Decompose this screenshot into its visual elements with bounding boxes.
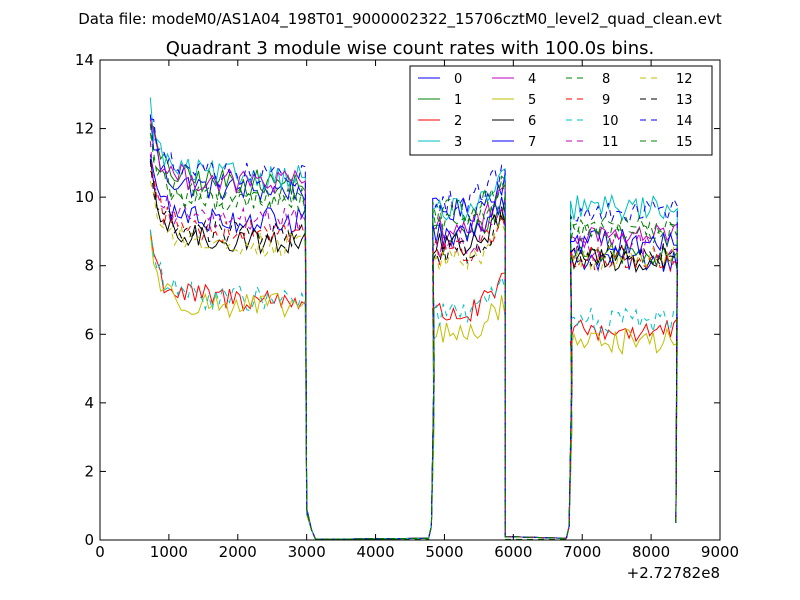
legend-label: 12 (676, 72, 693, 87)
legend-box (409, 65, 713, 156)
legend-label: 5 (528, 93, 536, 108)
series-line-11 (149, 141, 678, 540)
x-tick-label: 2000 (219, 543, 257, 561)
x-tick-label: 9000 (701, 543, 739, 561)
x-offset-label: +2.72782e8 (627, 564, 720, 582)
x-tick-label: 6000 (494, 543, 532, 561)
series-line-14 (150, 118, 678, 540)
x-tick-label: 3000 (288, 543, 326, 561)
plot-lines (149, 97, 678, 540)
series-line-6 (149, 158, 678, 540)
axis-ticks: 0 1000 2000 3000 4000 5000 6000 7000 8000 9000 0 2 4… (75, 51, 739, 561)
series-line-12 (149, 180, 678, 540)
y-tick-label: 10 (75, 188, 94, 206)
legend-label: 7 (528, 135, 536, 150)
y-tick-label: 6 (84, 325, 94, 343)
legend-label: 10 (602, 114, 619, 129)
series-line-3 (149, 97, 678, 540)
legend-label: 14 (676, 114, 693, 129)
series-line-13 (149, 161, 678, 540)
y-tick-label: 12 (75, 120, 94, 138)
legend-label: 0 (454, 72, 462, 87)
legend-label: 15 (676, 135, 693, 150)
series-line-7 (149, 154, 678, 540)
x-tick-label: 7000 (563, 543, 601, 561)
y-tick-label: 14 (75, 51, 94, 69)
series-line-8 (149, 123, 678, 540)
chart-suptitle: Data file: modeM0/AS1A04_198T01_90000023… (78, 10, 722, 29)
plot-frame (99, 59, 721, 541)
series-line-2 (149, 230, 678, 540)
legend-label: 8 (602, 72, 610, 87)
x-tick-label: 0 (95, 543, 105, 561)
legend-label: 2 (454, 114, 462, 129)
y-tick-label: 0 (84, 531, 94, 549)
x-tick-label: 1000 (150, 543, 188, 561)
legend-label: 13 (676, 93, 693, 108)
legend-label: 1 (454, 93, 462, 108)
series-line-5 (149, 233, 678, 540)
legend-label: 9 (602, 93, 610, 108)
series-line-15 (149, 132, 678, 540)
y-tick-label: 8 (84, 257, 94, 275)
legend-label: 3 (454, 135, 462, 150)
legend-label: 4 (528, 72, 536, 87)
series-line-9 (149, 170, 678, 540)
y-tick-label: 2 (84, 462, 94, 480)
series-line-0 (149, 114, 678, 540)
legend-label: 11 (602, 135, 619, 150)
x-tick-label: 4000 (356, 543, 394, 561)
series-line-1 (149, 123, 678, 540)
series-line-10 (149, 229, 678, 540)
x-tick-label: 8000 (632, 543, 670, 561)
series-line-4 (149, 119, 678, 540)
y-tick-label: 4 (84, 394, 94, 412)
legend-label: 6 (528, 114, 536, 129)
x-tick-label: 5000 (425, 543, 463, 561)
chart-title: Quadrant 3 module wise count rates with … (166, 38, 655, 59)
